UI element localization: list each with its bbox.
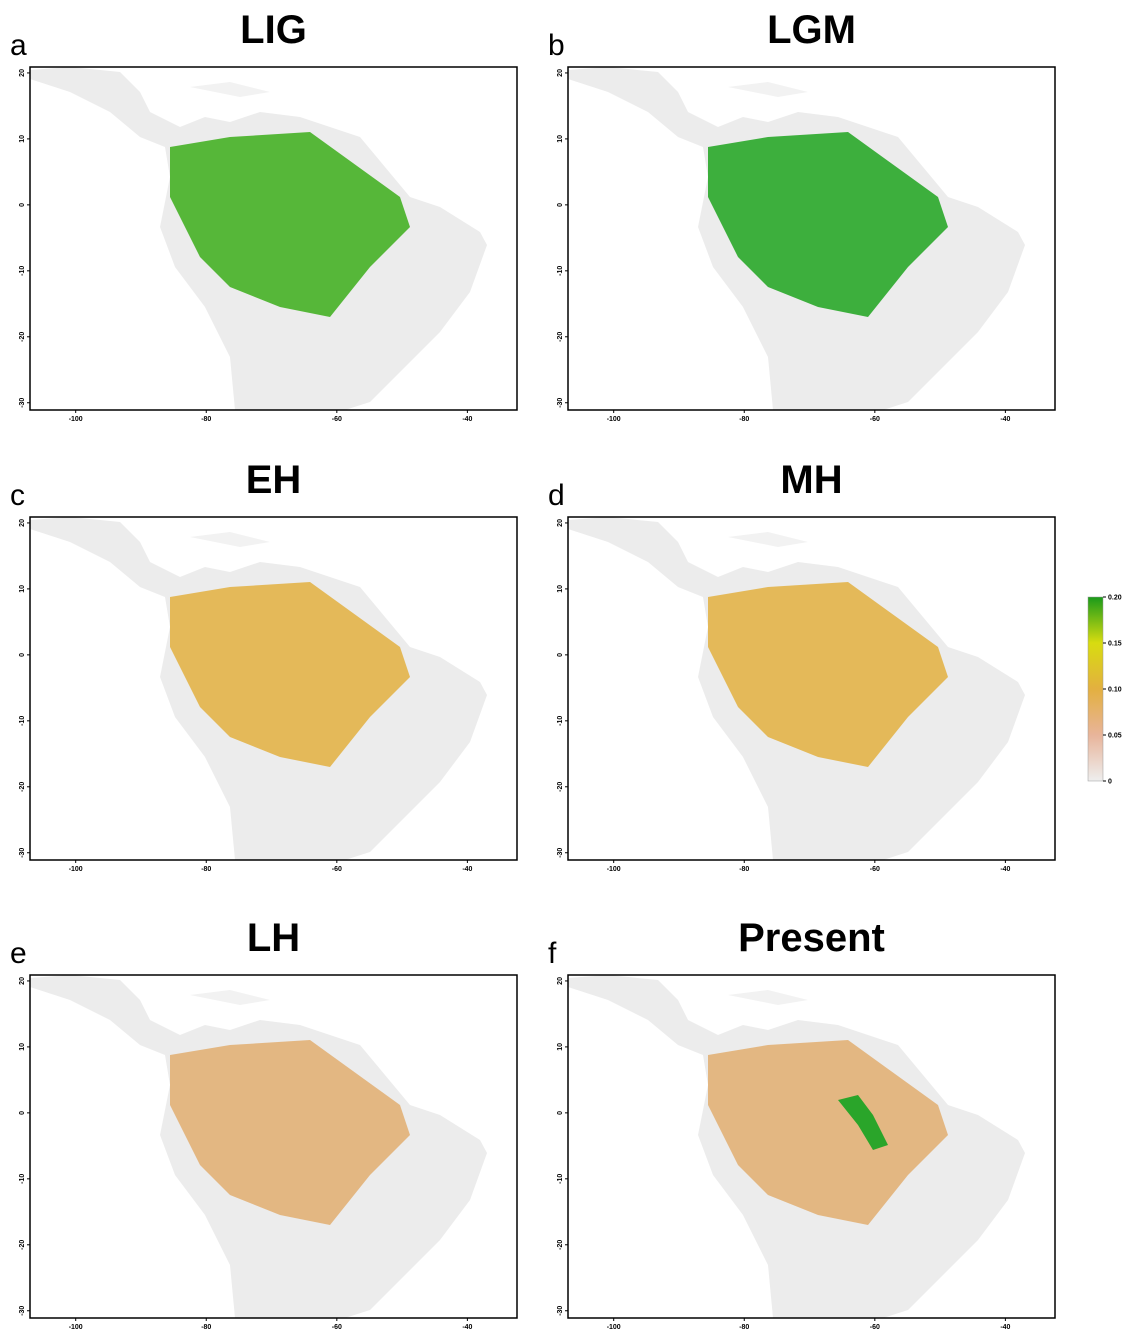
y-tick-label: 20	[19, 69, 26, 77]
x-tick-label: -80	[201, 866, 211, 873]
x-tick-label: -60	[332, 1324, 342, 1331]
panel-title: LH	[247, 916, 300, 960]
x-tick-label: -100	[607, 1324, 621, 1331]
x-tick-label: -40	[462, 416, 472, 423]
y-tick-label: -30	[19, 848, 26, 858]
y-tick-label: 0	[557, 653, 564, 657]
colorbar-tick-label: 0.20	[1108, 595, 1122, 602]
x-tick-label: -80	[201, 416, 211, 423]
y-tick-label: -30	[19, 1306, 26, 1316]
y-tick-label: 0	[557, 1111, 564, 1115]
panel-letter: a	[10, 29, 27, 62]
y-tick-label: 10	[19, 135, 26, 143]
colorbar-tick-label: 0.10	[1108, 687, 1122, 694]
x-tick-label: -100	[69, 866, 83, 873]
y-tick-label: -10	[557, 266, 564, 276]
y-tick-label: -10	[557, 1174, 564, 1184]
colorbar-tick-label: 0.05	[1108, 733, 1122, 740]
panel-title: EH	[246, 458, 302, 502]
y-tick-label: 10	[557, 1043, 564, 1051]
x-tick-label: -40	[1000, 416, 1010, 423]
panel-letter: f	[548, 937, 557, 970]
y-tick-label: 20	[557, 519, 564, 527]
y-tick-label: 20	[19, 977, 26, 985]
y-tick-label: -10	[19, 1174, 26, 1184]
y-tick-label: 10	[557, 585, 564, 593]
x-tick-label: -100	[69, 1324, 83, 1331]
y-tick-label: -20	[557, 782, 564, 792]
panel-letter: c	[10, 479, 25, 512]
panel-title: LGM	[767, 8, 856, 52]
x-tick-label: -80	[739, 416, 749, 423]
y-tick-label: 0	[19, 203, 26, 207]
y-tick-label: -30	[557, 848, 564, 858]
y-tick-label: -10	[19, 266, 26, 276]
y-tick-label: 0	[19, 1111, 26, 1115]
panel-title: Present	[738, 916, 885, 960]
y-tick-label: -30	[557, 398, 564, 408]
x-tick-label: -60	[870, 416, 880, 423]
y-tick-label: -20	[19, 332, 26, 342]
x-tick-label: -80	[739, 866, 749, 873]
y-tick-label: 10	[19, 585, 26, 593]
y-tick-label: -20	[19, 782, 26, 792]
map-panel: -100 -80 -60 -40 20 10 0 -10 -20 -30	[557, 67, 1055, 423]
x-tick-label: -60	[870, 866, 880, 873]
x-tick-label: -40	[1000, 866, 1010, 873]
y-tick-label: -20	[557, 1240, 564, 1250]
map-panel: -100 -80 -60 -40 20 10 0 -10 -20 -30	[557, 975, 1055, 1331]
y-tick-label: 20	[557, 977, 564, 985]
y-tick-label: 0	[557, 203, 564, 207]
y-tick-label: -20	[19, 1240, 26, 1250]
x-tick-label: -100	[69, 416, 83, 423]
colorbar-tick-label: 0	[1108, 779, 1112, 786]
x-tick-label: -40	[462, 866, 472, 873]
panel-letter: e	[10, 937, 27, 970]
x-tick-label: -100	[607, 866, 621, 873]
x-tick-label: -60	[870, 1324, 880, 1331]
panel-letter: d	[548, 479, 565, 512]
panel-title: MH	[780, 458, 842, 502]
map-panel: -100 -80 -60 -40 20 10 0 -10 -20 -30	[19, 517, 517, 873]
y-tick-label: 20	[557, 69, 564, 77]
y-tick-label: -30	[19, 398, 26, 408]
x-tick-label: -100	[607, 416, 621, 423]
map-panel: -100 -80 -60 -40 20 10 0 -10 -20 -30	[19, 67, 517, 423]
y-tick-label: -20	[557, 332, 564, 342]
x-tick-label: -40	[1000, 1324, 1010, 1331]
y-tick-label: 10	[19, 1043, 26, 1051]
figure: aLIG-100-80-60-4020100-10-20-30bLGM-100-…	[0, 0, 1137, 1331]
panel-title: LIG	[240, 8, 307, 52]
panel-letter: b	[548, 29, 565, 62]
x-tick-label: -80	[201, 1324, 211, 1331]
y-tick-label: 20	[19, 519, 26, 527]
x-tick-label: -60	[332, 866, 342, 873]
y-tick-label: 0	[19, 653, 26, 657]
colorbar-tick-label: 0.15	[1108, 641, 1122, 648]
colorbar	[1088, 597, 1103, 781]
y-tick-label: -10	[557, 716, 564, 726]
y-tick-label: -10	[19, 716, 26, 726]
x-tick-label: -40	[462, 1324, 472, 1331]
map-panel: -100 -80 -60 -40 20 10 0 -10 -20 -30	[557, 517, 1055, 873]
map-panel: -100 -80 -60 -40 20 10 0 -10 -20 -30	[19, 975, 517, 1331]
y-tick-label: -30	[557, 1306, 564, 1316]
x-tick-label: -60	[332, 416, 342, 423]
y-tick-label: 10	[557, 135, 564, 143]
x-tick-label: -80	[739, 1324, 749, 1331]
